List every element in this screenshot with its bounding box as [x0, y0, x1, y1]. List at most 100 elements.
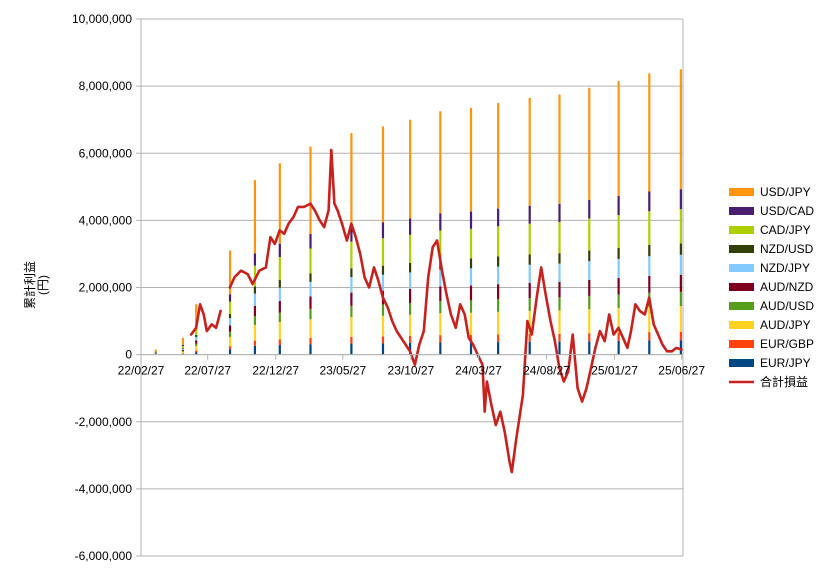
bar-segment — [154, 351, 157, 353]
legend-label: USD/JPY — [760, 185, 811, 199]
bar-segment — [558, 297, 561, 311]
bar-segment — [278, 322, 281, 340]
y-tick-label: -6,000,000 — [75, 549, 133, 563]
bar-segment — [195, 340, 198, 344]
bar-segment — [154, 353, 157, 354]
bar-segment — [648, 73, 651, 192]
bar-segment — [278, 257, 281, 281]
total-profit-line-segment — [228, 148, 683, 474]
legend-label: AUD/JPY — [760, 318, 811, 332]
bar-segment — [497, 299, 500, 312]
bar-segment — [528, 254, 531, 265]
bar-segment — [558, 281, 561, 298]
bar-segment — [558, 253, 561, 264]
x-tick-label: 22/02/27 — [118, 364, 165, 378]
bar-segment — [181, 348, 184, 349]
bar-segment — [253, 253, 257, 266]
bar-segment — [278, 345, 281, 355]
legend-label: NZD/JPY — [760, 261, 810, 275]
bar-segment — [679, 189, 682, 210]
bar-segment — [679, 331, 682, 341]
bar-segment — [195, 337, 198, 341]
bar-segment — [278, 243, 281, 258]
bar-segment — [181, 337, 184, 345]
bar-segment — [408, 342, 412, 355]
bar-segment — [408, 302, 412, 315]
x-tick-label: 25/06/27 — [658, 364, 705, 378]
bar-segment — [350, 226, 353, 242]
y-tick-label: -4,000,000 — [75, 482, 133, 496]
bar-segment — [648, 256, 651, 276]
bar-segment — [253, 316, 257, 325]
bar-segment — [408, 218, 412, 235]
bar-segment — [528, 310, 531, 335]
bar-segment — [679, 69, 682, 190]
bar-segment — [528, 223, 531, 255]
bar-segment — [497, 208, 500, 227]
bar-segment — [588, 341, 591, 355]
legend-swatch — [729, 188, 754, 196]
bar-segment — [439, 301, 442, 314]
bar-segment — [228, 325, 232, 332]
bar-segment — [588, 295, 591, 310]
bar-segment — [528, 298, 531, 311]
bar-segment — [497, 256, 500, 267]
bar-segment — [154, 352, 157, 353]
bar-segment — [154, 352, 157, 354]
bar-segment — [469, 300, 473, 313]
bar-segment — [558, 221, 561, 254]
bar-segment — [439, 111, 442, 214]
bar-segment — [253, 286, 257, 294]
bar-segment — [679, 274, 682, 292]
legend-label: EUR/JPY — [760, 356, 811, 370]
bar-segment — [181, 350, 184, 352]
bar-segment — [195, 346, 198, 351]
bar-segment — [648, 340, 651, 355]
bar-segment — [228, 250, 232, 295]
bar-segment — [181, 349, 184, 351]
legend-label: AUD/USD — [760, 299, 814, 313]
bar-segment — [497, 342, 500, 355]
bar-segment — [617, 81, 620, 196]
bar-segment — [469, 268, 473, 286]
bar-segment — [617, 294, 620, 309]
bar-segment — [195, 343, 198, 347]
bar-segment — [408, 335, 412, 343]
bar-segment — [648, 306, 651, 333]
bar-segment — [439, 286, 442, 302]
bar-segment — [408, 272, 412, 289]
bar-segment — [617, 195, 620, 216]
bar-segment — [278, 280, 281, 288]
bar-segment — [469, 312, 473, 335]
bar-segment — [309, 281, 312, 297]
x-tick-label: 22/07/27 — [184, 364, 231, 378]
bar-segment — [228, 314, 232, 319]
bar-segment — [350, 316, 353, 337]
bar-segment — [469, 342, 473, 355]
bar-segment — [469, 285, 473, 301]
bar-segment — [617, 247, 620, 259]
bar-segment — [439, 213, 442, 231]
bar-segment — [679, 209, 682, 244]
bar-segment — [528, 205, 531, 224]
bar-segment — [528, 264, 531, 283]
bar-segment — [528, 282, 531, 299]
bar-segment — [381, 304, 385, 316]
bar-segment — [381, 222, 385, 239]
bar-segment — [181, 353, 184, 354]
bar-segment — [588, 199, 591, 219]
bar-segment — [588, 87, 591, 200]
bar-segment — [439, 230, 442, 260]
bar-segment — [528, 334, 531, 342]
bar-segment — [617, 332, 620, 341]
bar-segment — [381, 336, 385, 344]
legend-label: AUD/NZD — [760, 280, 814, 294]
y-axis-label: (円) — [36, 275, 50, 295]
bar-segment — [617, 278, 620, 295]
bar-segment — [195, 328, 198, 335]
bar-segment — [679, 291, 682, 307]
bar-segment — [439, 342, 442, 355]
legend-swatch — [729, 340, 754, 348]
x-tick-label: 23/05/27 — [320, 364, 367, 378]
